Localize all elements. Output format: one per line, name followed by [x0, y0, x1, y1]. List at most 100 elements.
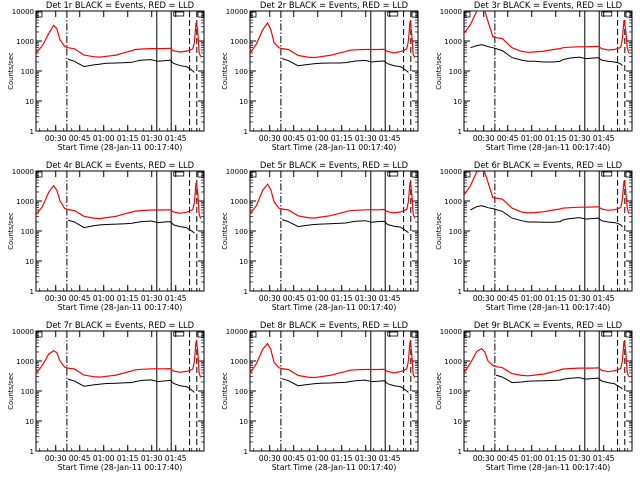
y-tick-label: 1000 — [16, 358, 34, 366]
corner-flag-left — [250, 11, 257, 18]
corner-flag-left — [464, 331, 471, 338]
x-tick-label: 01:15 — [331, 134, 353, 143]
y-tick-label: 10 — [453, 98, 462, 106]
y-axis-label: Counts/sec — [435, 52, 443, 90]
x-tick-label: 01:15 — [545, 134, 567, 143]
chart-panel-6: Det 6r BLACK = Events, RED = LLD 1 10 100 10… — [435, 160, 633, 312]
y-tick-label: 1 — [30, 128, 34, 136]
y-tick-label: 100 — [21, 228, 34, 236]
y-tick-label: 1000 — [16, 198, 34, 206]
x-tick-label: 01:15 — [117, 134, 139, 143]
plot-frame — [249, 330, 419, 452]
x-tick-label: 01:45 — [593, 454, 615, 463]
x-tick-label: 00:30 — [45, 134, 67, 143]
y-tick-label: 10000 — [440, 8, 462, 16]
corner-flag-right — [197, 171, 204, 178]
x-tick-label: 01:30 — [569, 134, 591, 143]
corner-flag-right — [625, 171, 632, 178]
x-tick-label: 01:45 — [593, 134, 615, 143]
y-tick-label: 100 — [21, 68, 34, 76]
y-axis-label: Counts/sec — [435, 212, 443, 250]
x-tick-label: 00:30 — [45, 454, 67, 463]
series-line-lld — [464, 340, 630, 377]
x-tick-label: 01:45 — [379, 134, 401, 143]
x-axis-label: Start Time (28-Jan-11 00:17:40) — [486, 463, 611, 472]
x-tick-label: 00:45 — [283, 134, 305, 143]
plot-frame — [249, 10, 419, 132]
x-axis-label: Start Time (28-Jan-11 00:17:40) — [272, 463, 397, 472]
corner-flag-right — [411, 171, 418, 178]
y-tick-label: 10000 — [12, 8, 34, 16]
y-tick-label: 1000 — [444, 358, 462, 366]
x-tick-label: 00:45 — [69, 454, 91, 463]
x-tick-label: 01:45 — [165, 454, 187, 463]
y-tick-label: 1 — [458, 448, 462, 456]
chart-panel-4: Det 4r BLACK = Events, RED = LLD 1 10 100 10… — [7, 160, 205, 312]
chart-title: Det 1r BLACK = Events, RED = LLD — [46, 0, 194, 10]
chart-panel-1: Det 1r BLACK = Events, RED = LLD 1 10 100 10… — [7, 0, 205, 152]
y-axis-label: Counts/sec — [7, 212, 15, 250]
plot-frame — [463, 330, 633, 452]
x-tick-label: 01:45 — [165, 134, 187, 143]
chart-panel-3: Det 3r BLACK = Events, RED = LLD 1 10 100 10… — [435, 0, 633, 152]
plot-frame — [463, 10, 633, 132]
corner-flag-right — [625, 11, 632, 18]
corner-flag-right — [411, 11, 418, 18]
x-tick-label: 01:45 — [379, 294, 401, 303]
series-group — [464, 340, 630, 390]
y-tick-label: 10 — [453, 258, 462, 266]
chart-panel-2: Det 2r BLACK = Events, RED = LLD 1 10 100 10… — [221, 0, 419, 152]
x-tick-label: 01:00 — [521, 454, 543, 463]
y-axis-label: Counts/sec — [221, 52, 229, 90]
x-axis-label: Start Time (28-Jan-11 00:17:40) — [58, 463, 183, 472]
y-tick-label: 1 — [30, 288, 34, 296]
series-line-lld — [36, 22, 202, 58]
y-tick-label: 10000 — [226, 8, 248, 16]
series-line-lld — [250, 21, 416, 59]
x-tick-label: 01:00 — [93, 454, 115, 463]
corner-flag-left — [36, 171, 43, 178]
y-tick-label: 1000 — [230, 358, 248, 366]
y-tick-label: 10000 — [440, 328, 462, 336]
x-tick-label: 01:00 — [307, 134, 329, 143]
x-tick-label: 01:00 — [93, 294, 115, 303]
x-tick-label: 01:30 — [355, 294, 377, 303]
x-axis-label: Start Time (28-Jan-11 00:17:40) — [486, 143, 611, 152]
x-tick-label: 01:15 — [545, 454, 567, 463]
plot-frame — [249, 170, 419, 292]
x-tick-label: 01:45 — [593, 294, 615, 303]
series-group — [36, 182, 202, 234]
interval-flag — [601, 11, 613, 17]
y-tick-label: 10 — [25, 258, 34, 266]
interval-flag — [601, 171, 613, 177]
plot-frame — [463, 170, 633, 292]
interval-flag — [173, 171, 185, 177]
plot-frame — [35, 330, 205, 452]
x-tick-label: 00:45 — [283, 294, 305, 303]
chart-title: Det 3r BLACK = Events, RED = LLD — [474, 0, 622, 10]
x-axis-label: Start Time (28-Jan-11 00:17:40) — [272, 143, 397, 152]
y-tick-label: 10000 — [226, 168, 248, 176]
x-tick-label: 00:30 — [259, 134, 281, 143]
x-tick-label: 00:30 — [473, 294, 495, 303]
chart-title: Det 4r BLACK = Events, RED = LLD — [46, 160, 194, 170]
corner-flag-left — [464, 171, 471, 178]
x-tick-label: 01:30 — [355, 134, 377, 143]
corner-flag-left — [250, 171, 257, 178]
interval-flag — [173, 331, 185, 337]
x-tick-label: 01:45 — [165, 294, 187, 303]
series-line-events — [67, 378, 195, 393]
x-tick-label: 01:15 — [117, 454, 139, 463]
y-tick-label: 10000 — [226, 328, 248, 336]
x-tick-label: 00:45 — [69, 294, 91, 303]
interval-flag — [387, 331, 399, 337]
x-tick-label: 00:30 — [259, 294, 281, 303]
chart-panel-5: Det 5r BLACK = Events, RED = LLD 1 10 100 10… — [221, 160, 419, 312]
x-tick-label: 00:30 — [473, 454, 495, 463]
y-axis-label: Counts/sec — [435, 372, 443, 410]
y-tick-label: 1000 — [230, 198, 248, 206]
x-tick-label: 01:30 — [141, 294, 163, 303]
y-tick-label: 100 — [449, 388, 462, 396]
chart-panel-8: Det 8r BLACK = Events, RED = LLD 1 10 100 10… — [221, 320, 419, 472]
